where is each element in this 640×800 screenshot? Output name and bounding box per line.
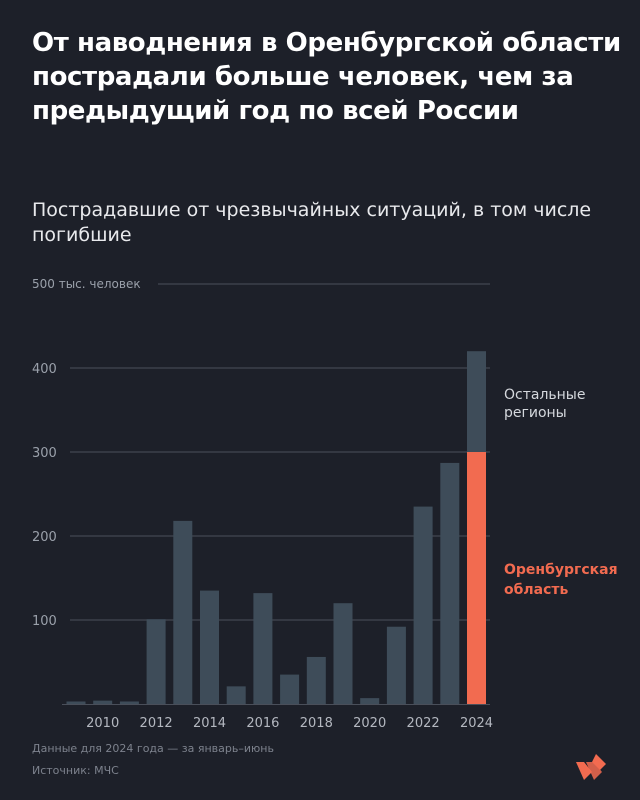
bar-2019-other [333, 603, 353, 704]
bar-2024-other [467, 351, 486, 452]
logo-icon [576, 754, 606, 780]
bar-2018-other [306, 656, 326, 704]
x-tick-label: 2022 [407, 716, 440, 731]
bar-2015-other [226, 686, 246, 704]
footnote-period: Данные для 2024 года — за январь–июнь [32, 742, 274, 755]
x-tick-label: 2010 [86, 716, 119, 731]
bar-2009-other [66, 701, 86, 704]
y-tick-label: 100 [32, 614, 57, 629]
bar-2013-other [173, 520, 193, 704]
bar-2023-other [440, 462, 460, 704]
bar-2011-other [119, 701, 139, 704]
chart-title: От наводнения в Оренбургской области пос… [32, 28, 621, 126]
x-tick-label: 2024 [460, 716, 493, 731]
bar-2014-other [200, 590, 219, 704]
footnote-source: Источник: МЧС [32, 764, 119, 777]
bar-2020-other [360, 698, 380, 704]
bar-2021-other [386, 626, 406, 704]
annotation-orenburg-line1: Оренбургская [504, 562, 618, 578]
annotation-other-line2: регионы [504, 405, 567, 421]
annotation-orenburg-line2: область [504, 582, 569, 598]
x-tick-label: 2016 [246, 716, 279, 731]
bar-2010-other [93, 700, 113, 704]
x-tick-label: 2012 [140, 716, 173, 731]
annotation-other-line1: Остальные [504, 387, 585, 403]
bar-chart: 500 тыс. человек 100 200 300 400 2010 2012 2014… [32, 277, 618, 731]
bar-2017-other [280, 674, 300, 704]
y-tick-label: 400 [32, 362, 57, 377]
chart-subtitle: Пострадавшие от чрезвычайных ситуаций, в… [32, 199, 592, 246]
bar-2022-other [413, 506, 433, 704]
y-tick-label: 300 [32, 446, 57, 461]
bar-2016-other [253, 593, 273, 704]
y-unit-label: 500 тыс. человек [32, 277, 141, 291]
x-tick-label: 2020 [353, 716, 386, 731]
y-tick-label: 200 [32, 530, 57, 545]
x-tick-label: 2018 [300, 716, 333, 731]
x-tick-label: 2014 [193, 716, 226, 731]
bar-2012-other [146, 619, 166, 704]
bar-2024-orenburg [467, 452, 486, 704]
